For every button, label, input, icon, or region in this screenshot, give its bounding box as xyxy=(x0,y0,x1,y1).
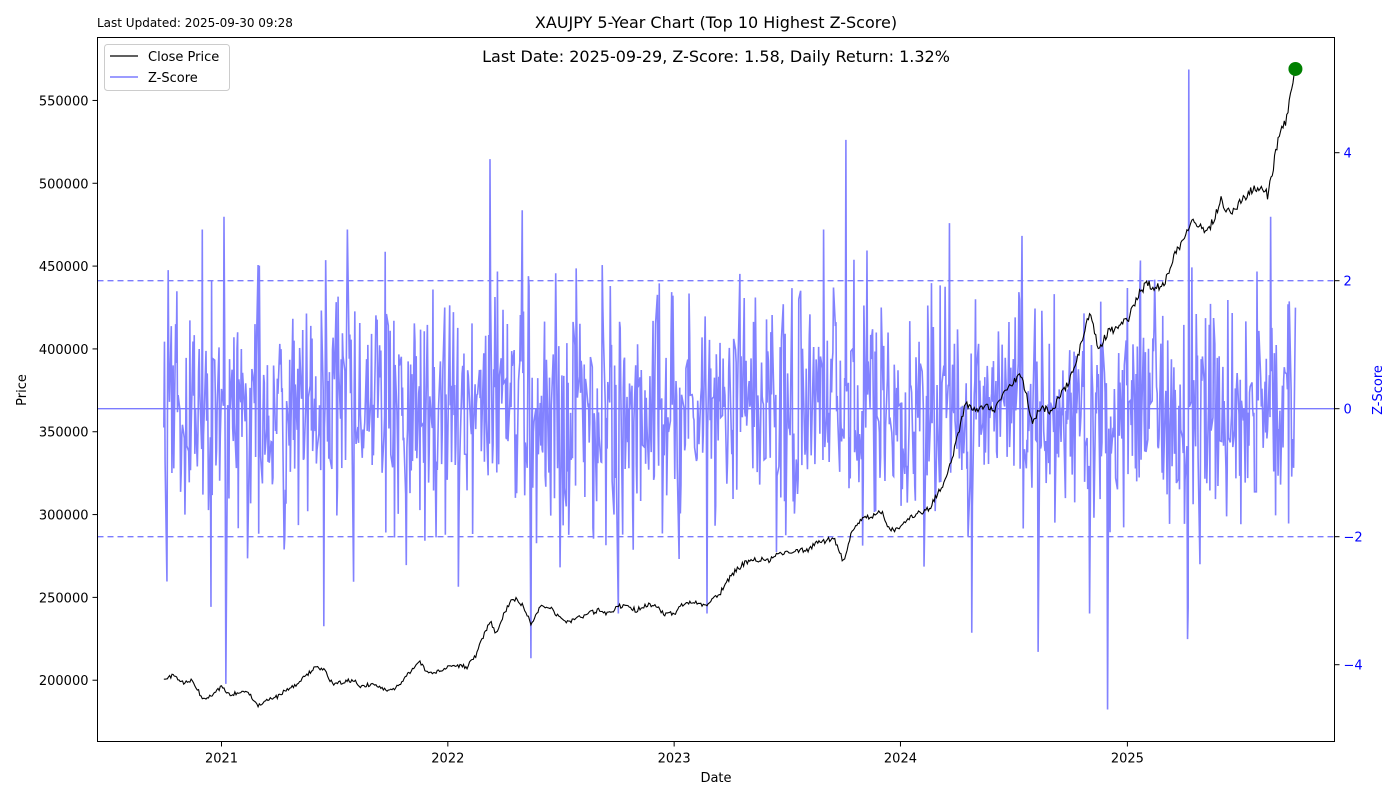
y-axis-title: Price xyxy=(15,374,30,406)
legend-label-close: Close Price xyxy=(148,50,219,65)
z-tick-label: 0 xyxy=(1344,403,1352,418)
y-tick-label: 500000 xyxy=(39,177,89,192)
x-tick-label: 2024 xyxy=(884,752,917,767)
y-tick-label: 450000 xyxy=(39,260,89,275)
y-tick-label: 550000 xyxy=(39,94,89,109)
x-tick-label: 2025 xyxy=(1111,752,1144,767)
y-tick-label: 300000 xyxy=(39,509,89,524)
x-tick-label: 2022 xyxy=(431,752,464,767)
z-tick-label: 4 xyxy=(1344,147,1352,162)
y-tick-label: 200000 xyxy=(39,674,89,689)
chart-title: XAUJPY 5-Year Chart (Top 10 Highest Z-Sc… xyxy=(535,13,897,32)
z-tick-label: −4 xyxy=(1344,659,1363,674)
x-axis: 2021 2022 2023 2024 2025 xyxy=(205,741,1144,767)
x-axis-title: Date xyxy=(700,771,731,786)
y-tick-label: 350000 xyxy=(39,426,89,441)
chart-annotation: Last Date: 2025-09-29, Z-Score: 1.58, Da… xyxy=(482,47,950,66)
legend-label-zscore: Z-Score xyxy=(148,71,198,86)
x-tick-label: 2023 xyxy=(658,752,691,767)
y-tick-label: 400000 xyxy=(39,343,89,358)
y-axis-right: −4 −2 0 2 4 xyxy=(1334,147,1363,674)
y-axis-left: 200000 250000 300000 350000 400000 450000 5000… xyxy=(39,94,98,689)
plot-frame xyxy=(97,37,1335,742)
z-tick-label: 2 xyxy=(1344,275,1352,290)
x-tick-label: 2021 xyxy=(205,752,238,767)
zscore-series-line xyxy=(163,69,1297,710)
close-price-line xyxy=(163,68,1296,709)
y-axis-right-title: Z-Score xyxy=(1371,365,1386,415)
legend: Close Price Z-Score xyxy=(104,44,230,91)
plot-area xyxy=(97,61,1335,710)
last-close-marker xyxy=(1288,61,1303,76)
y-tick-label: 250000 xyxy=(39,591,89,606)
z-tick-label: −2 xyxy=(1344,531,1363,546)
last-updated-text: Last Updated: 2025-09-30 09:28 xyxy=(97,16,293,30)
